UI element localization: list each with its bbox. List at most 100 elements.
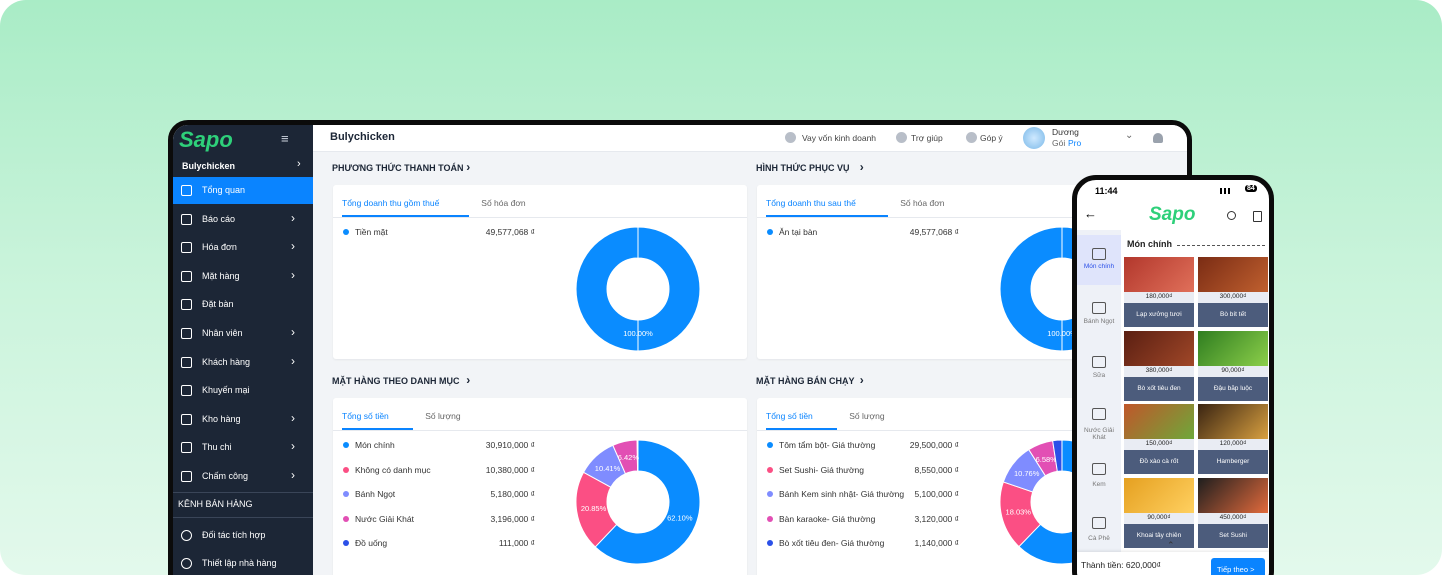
- logo: Sapo: [1149, 204, 1196, 225]
- slice-label: 18.03%: [1006, 508, 1032, 517]
- panel: Tổng số tiền Số lượng Món chính 30,910,000 …: [333, 398, 747, 575]
- menu-item[interactable]: Đặt bàn: [202, 299, 234, 310]
- tab[interactable]: Tổng doanh thu gồm thuế: [342, 198, 440, 208]
- menu-item[interactable]: Khuyến mại: [202, 385, 250, 396]
- menu-item[interactable]: Mặt hàng: [202, 270, 240, 281]
- product-image[interactable]: [1198, 404, 1268, 439]
- product-image[interactable]: [1198, 257, 1268, 292]
- product-image[interactable]: [1198, 330, 1268, 366]
- chevron: ›: [859, 373, 864, 387]
- product-name-bg: [1124, 376, 1194, 401]
- tab-bar: [333, 430, 747, 431]
- chevron: ›: [297, 158, 301, 170]
- tab[interactable]: Số lượng: [425, 411, 461, 421]
- header-title: Bulychicken: [330, 131, 395, 143]
- menu-item[interactable]: Nhân viên: [202, 328, 243, 338]
- category[interactable]: Bánh Ngọt: [1083, 318, 1115, 325]
- action-icon: [966, 132, 977, 143]
- next-label[interactable]: Tiếp theo >: [1217, 565, 1255, 574]
- product-image[interactable]: [1124, 330, 1194, 366]
- menu-icon: [181, 299, 192, 311]
- product-name-bg: [1198, 450, 1268, 474]
- bell[interactable]: [1153, 133, 1163, 143]
- product-price: 150,000₫: [1145, 440, 1173, 447]
- donut-slice: [594, 439, 701, 565]
- menu-item[interactable]: Thu chi: [202, 442, 232, 453]
- product-price-bg: [1198, 439, 1268, 450]
- legend-dot: [343, 491, 349, 497]
- legend-dot: [767, 466, 773, 473]
- dash-line: [1177, 245, 1265, 246]
- tab-underline: [342, 215, 470, 217]
- menu-toggle[interactable]: ≡: [281, 131, 289, 146]
- next-button[interactable]: [1211, 558, 1265, 575]
- menu-active-bg: [173, 177, 313, 204]
- tab[interactable]: Số hóa đơn: [900, 198, 945, 208]
- tab-underline: [766, 428, 838, 430]
- product-image[interactable]: [1198, 477, 1268, 513]
- menu-item[interactable]: Báo cáo: [202, 213, 236, 224]
- tab[interactable]: Tổng số tiền: [766, 411, 813, 421]
- header-action[interactable]: Góp ý: [980, 133, 1003, 143]
- chevron: ›: [291, 210, 295, 225]
- expand-caret: ⌃: [1167, 540, 1175, 550]
- menu-icon: [181, 185, 192, 196]
- menu-icon: [181, 442, 192, 454]
- product-price: 300,000₫: [1219, 293, 1247, 300]
- tab-underline: [342, 428, 414, 430]
- menu-icon: [181, 213, 192, 225]
- row-value: 10,380,000 ₫: [485, 464, 535, 475]
- menu-item[interactable]: Tổng quan: [202, 185, 246, 195]
- logo: Sapo: [179, 127, 233, 152]
- tab[interactable]: Số hóa đơn: [481, 198, 526, 208]
- category[interactable]: Sữa: [1092, 372, 1106, 379]
- category[interactable]: Nước Giải Khát: [1084, 427, 1114, 441]
- category[interactable]: Kem: [1092, 481, 1106, 488]
- menu-item[interactable]: Kho hàng: [202, 413, 241, 424]
- product-name: Khoai tây chiên: [1136, 531, 1182, 539]
- row-label: Không có danh mục: [355, 464, 431, 475]
- sidebar: Sapo ≡ Bulychicken › Tổng quan Báo cáo › Hó…: [173, 125, 313, 575]
- cart[interactable]: [1253, 211, 1262, 222]
- chevron: ›: [291, 267, 295, 282]
- tab[interactable]: Tổng doanh thu sau thế: [766, 198, 856, 208]
- slice-label: 10.76%: [1014, 469, 1040, 478]
- menu-item[interactable]: Khách hàng: [202, 356, 251, 367]
- product-name: Bò bít tết: [1219, 311, 1247, 318]
- legend-dot: [343, 466, 349, 473]
- product-image[interactable]: [1124, 477, 1194, 513]
- product-image[interactable]: [1124, 404, 1194, 439]
- back-arrow[interactable]: ←: [1084, 206, 1097, 221]
- category[interactable]: Món chính: [1083, 263, 1115, 270]
- menu-item[interactable]: Thiết lập nhà hàng: [202, 558, 277, 568]
- header-action[interactable]: Vay vốn kinh doanh: [802, 133, 877, 143]
- row-label: Bò xốt tiêu đen- Giá thường: [779, 538, 885, 548]
- panel-title[interactable]: PHƯƠNG THỨC THANH TOÁN: [332, 163, 464, 173]
- menu-item[interactable]: Chấm công: [202, 471, 249, 481]
- product-price: 180,000₫: [1145, 293, 1173, 300]
- panel-title[interactable]: HÌNH THỨC PHỤC VỤ: [756, 163, 850, 173]
- store-name[interactable]: Bulychicken: [182, 161, 236, 171]
- product-image[interactable]: [1124, 257, 1194, 292]
- menu-icon: [181, 530, 192, 541]
- panel-title[interactable]: MẶT HÀNG THEO DANH MỤC: [332, 376, 460, 386]
- row-value: 5,100,000 ₫: [914, 489, 959, 499]
- row-label: Tôm tẩm bột- Giá thường: [779, 440, 876, 450]
- row-value: 8,550,000 ₫: [914, 464, 959, 475]
- row-value: 3,120,000 ₫: [914, 513, 959, 524]
- product-price-bg: [1198, 292, 1268, 303]
- panel-title[interactable]: MẶT HÀNG BÁN CHẠY: [756, 376, 855, 386]
- product-name-bg: [1124, 303, 1194, 327]
- search[interactable]: [1227, 211, 1236, 220]
- tab[interactable]: Tổng số tiền: [342, 411, 389, 421]
- row-label: Bánh Ngọt: [355, 489, 396, 499]
- header-action[interactable]: Trợ giúp: [911, 133, 943, 143]
- menu-item[interactable]: Đối tác tích hợp: [202, 530, 266, 540]
- product-price-bg: [1198, 512, 1268, 524]
- category[interactable]: Cà Phê: [1088, 535, 1110, 542]
- menu-item[interactable]: Hóa đơn: [202, 242, 237, 253]
- tab[interactable]: Số lượng: [849, 411, 885, 421]
- legend-dot: [767, 491, 773, 497]
- chevron: ›: [291, 353, 295, 368]
